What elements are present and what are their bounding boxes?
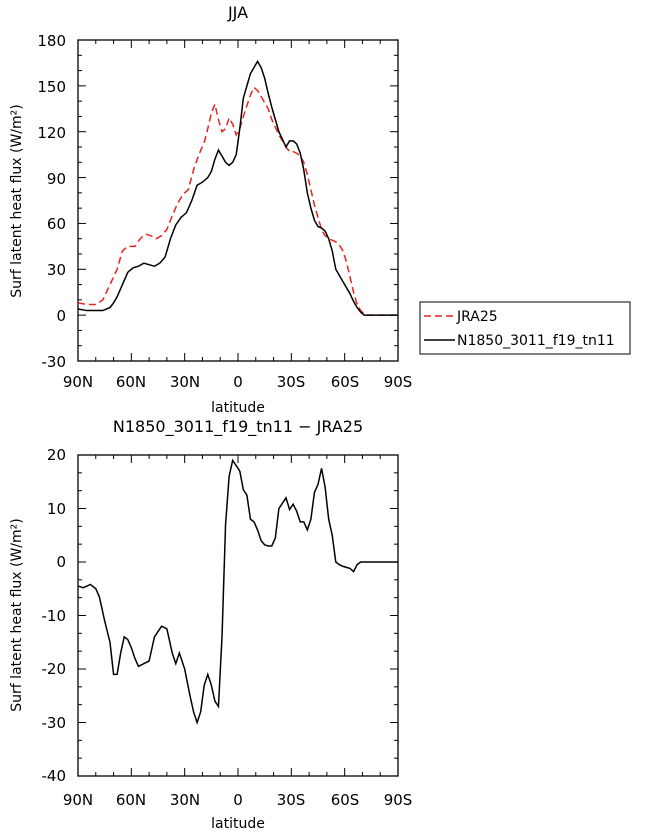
bottom-ticks <box>77 454 399 777</box>
y-tick-label: -30 <box>42 714 67 732</box>
legend: JRA25 N1850_3011_f19_tn11 <box>419 301 631 355</box>
y-tick-label: -30 <box>42 353 67 371</box>
x-tick-label: 90N <box>63 373 93 391</box>
x-tick-label: 30S <box>277 791 306 809</box>
x-tick-label: 90N <box>63 791 93 809</box>
y-tick-label: 60 <box>47 215 66 233</box>
x-tick-label: 60S <box>331 373 360 391</box>
y-tick-label: 180 <box>37 32 66 50</box>
top-x-axis-label: latitude <box>211 400 265 416</box>
x-tick-label: 30N <box>170 373 200 391</box>
x-tick-label: 60N <box>116 373 146 391</box>
x-tick-label: 90S <box>384 373 413 391</box>
x-tick-label: 30S <box>277 373 306 391</box>
y-tick-label: -40 <box>42 767 67 785</box>
x-tick-label: 60N <box>116 791 146 809</box>
x-tick-label: 30N <box>170 791 200 809</box>
x-tick-label: 0 <box>233 791 243 809</box>
top-y-axis-label: Surf latent heat flux (W/m²) <box>9 104 25 297</box>
top-panel: JJA -30 0 30 60 90 120 150 180 90N 60N 3… <box>9 3 631 416</box>
y-tick-label: 10 <box>47 500 66 518</box>
top-ticks <box>77 39 399 362</box>
y-tick-label: -20 <box>42 660 67 678</box>
legend-label-jra25: JRA25 <box>456 309 498 325</box>
legend-box <box>419 301 631 355</box>
top-chart-title: JJA <box>227 3 248 22</box>
x-tick-label: 0 <box>233 373 243 391</box>
series-line-jra25 <box>77 86 398 316</box>
y-tick-label: 150 <box>37 78 66 96</box>
top-plot-frame <box>77 39 399 362</box>
y-tick-label: 30 <box>47 261 66 279</box>
y-tick-label: 20 <box>47 446 66 464</box>
y-tick-label: -10 <box>42 607 67 625</box>
y-tick-label: 90 <box>47 170 66 188</box>
top-y-tick-labels: -30 0 30 60 90 120 150 180 <box>37 32 66 371</box>
bottom-x-axis-label: latitude <box>211 816 265 832</box>
x-tick-label: 60S <box>331 791 360 809</box>
bottom-plot-frame <box>77 454 399 777</box>
series-line-difference <box>77 458 398 725</box>
series-line-n1850-3011-f19-tn11 <box>77 59 398 316</box>
y-tick-label: 0 <box>56 553 66 571</box>
top-x-tick-labels: 90N 60N 30N 0 30S 60S 90S <box>63 373 412 391</box>
bottom-chart-title: N1850_3011_f19_tn11 − JRA25 <box>113 417 363 437</box>
y-tick-label: 0 <box>56 307 66 325</box>
bottom-panel: N1850_3011_f19_tn11 − JRA25 -40 -30 -20 … <box>9 417 412 832</box>
bottom-x-tick-labels: 90N 60N 30N 0 30S 60S 90S <box>63 791 412 809</box>
y-tick-label: 120 <box>37 124 66 142</box>
legend-label-n1850-3011-f19-tn11: N1850_3011_f19_tn11 <box>457 333 615 349</box>
bottom-y-tick-labels: -40 -30 -20 -10 0 10 20 <box>42 446 67 785</box>
bottom-y-axis-label: Surf latent heat flux (W/m²) <box>9 518 25 711</box>
x-tick-label: 90S <box>384 791 413 809</box>
